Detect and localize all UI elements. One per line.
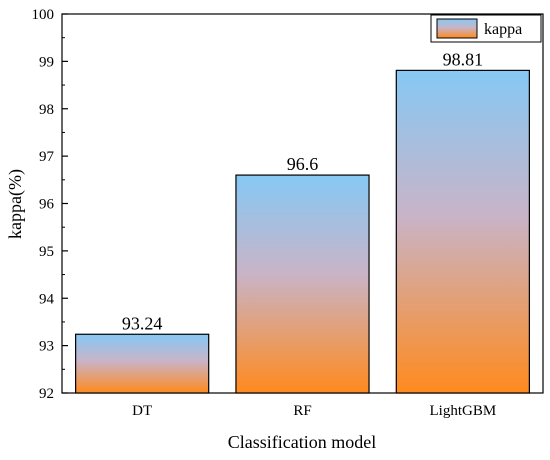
y-tick-label: 97 [39, 149, 55, 165]
x-tick-label: DT [132, 403, 152, 419]
bar-dt [75, 333, 210, 394]
bars [75, 69, 530, 394]
legend-swatch [436, 18, 478, 39]
y-tick-label: 98 [39, 102, 54, 118]
x-tick-label: LightGBM [429, 403, 496, 419]
y-axis-title: kappa(%) [5, 169, 26, 239]
y-tick-label: 96 [39, 197, 55, 213]
x-tick-label: RF [293, 403, 311, 419]
y-tick-label: 100 [32, 7, 55, 23]
x-axis-title: Classification model [228, 432, 376, 452]
y-tick-label: 95 [39, 244, 54, 260]
data-label-lightgbm: 98.81 [443, 49, 484, 69]
data-label-rf: 96.6 [287, 154, 319, 174]
data-label-dt: 93.24 [122, 313, 163, 333]
y-tick-label: 92 [39, 386, 54, 402]
y-axis: 92 93 94 95 96 97 98 99 100 [32, 7, 68, 402]
y-tick-label: 93 [39, 339, 54, 355]
data-labels: 93.24 96.6 98.81 [122, 49, 483, 333]
legend-label: kappa [484, 21, 522, 38]
legend: kappa [430, 14, 542, 43]
y-tick-label: 99 [39, 54, 54, 70]
y-tick-label: 94 [39, 291, 55, 307]
bar-rf [235, 174, 370, 394]
bar-lightgbm [395, 69, 530, 394]
